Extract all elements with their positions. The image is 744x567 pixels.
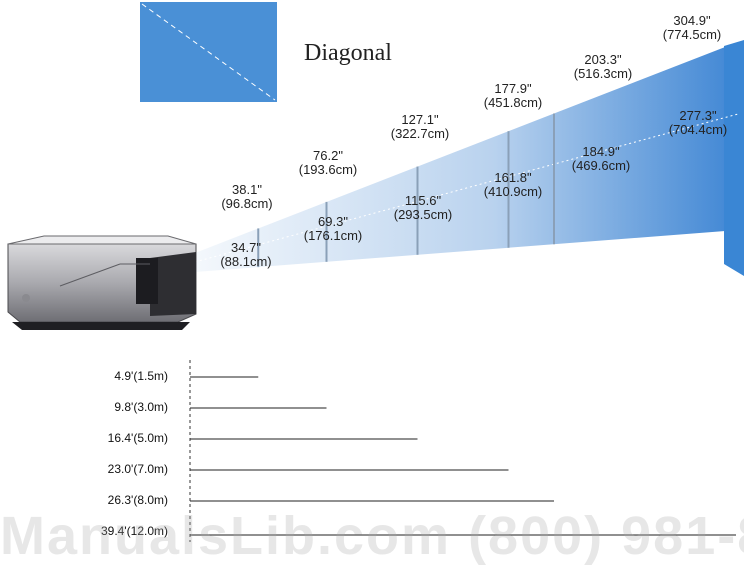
distance-label: 9.8'(3.0m) [114, 400, 168, 414]
diagonal-label: 127.1" (322.7cm) [390, 112, 450, 141]
legend-diagonal-line [141, 3, 276, 101]
inner-diagonal-label: 115.6" (293.5cm) [393, 193, 453, 222]
screen-edge [724, 40, 744, 276]
inner-diagonal-label: 184.9" (469.6cm) [571, 144, 631, 173]
beam-center-line [194, 113, 739, 263]
inner-diagonal-label: 161.8" (410.9cm) [483, 170, 543, 199]
distance-label: 4.9'(1.5m) [114, 369, 168, 383]
legend-title: Diagonal [304, 40, 392, 66]
projection-beam [195, 42, 738, 272]
inner-diagonal-label: 277.3" (704.4cm) [668, 108, 728, 137]
diagonal-label: 38.1" (96.8cm) [221, 182, 273, 211]
distance-label: 16.4'(5.0m) [107, 431, 168, 445]
screen-frames [257, 113, 555, 268]
watermark: ManualsLib.com (800) 981-8866 [0, 506, 744, 566]
distance-label: 26.3'(8.0m) [107, 493, 168, 507]
diagonal-label: 203.3" (516.3cm) [573, 52, 633, 81]
projector-icon [7, 235, 197, 330]
diagonal-label: 76.2" (193.6cm) [298, 148, 358, 177]
distance-lines [190, 376, 736, 536]
inner-diagonal-label: 34.7" (88.1cm) [220, 240, 272, 269]
distance-label: 39.4'(12.0m) [101, 524, 168, 538]
distance-label: 23.0'(7.0m) [107, 462, 168, 476]
inner-diagonal-label: 69.3" (176.1cm) [303, 214, 363, 243]
diagram-artwork [7, 2, 744, 542]
diagonal-label: 177.9" (451.8cm) [483, 81, 543, 110]
diagonal-label: 304.9" (774.5cm) [662, 13, 722, 42]
